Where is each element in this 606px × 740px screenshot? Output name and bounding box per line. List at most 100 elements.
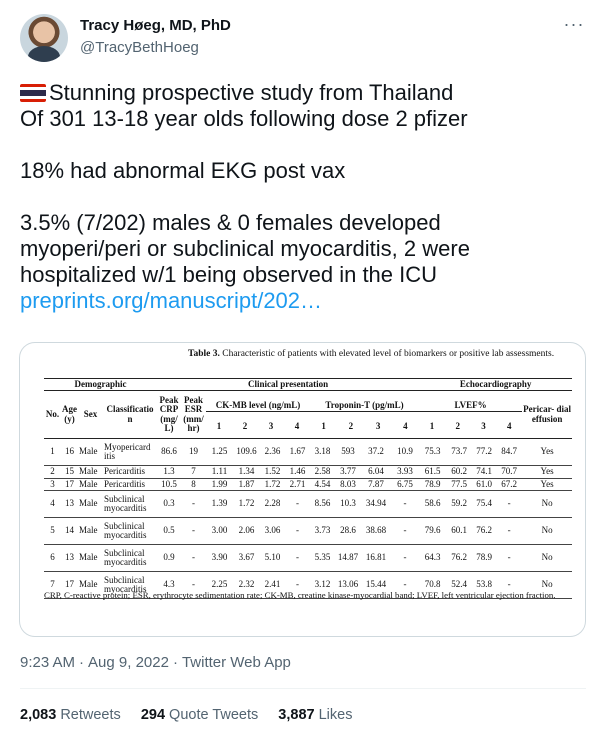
table-cell: No	[522, 544, 573, 572]
table-cell: 3.77	[335, 465, 361, 479]
table-cell: Yes	[522, 465, 573, 479]
table-cell: 10.9	[391, 438, 420, 466]
group-echo: Echocardiography	[419, 378, 573, 391]
tweet-line: Of 301 13-18 year olds following dose 2 …	[20, 106, 468, 131]
table-cell: 13	[61, 490, 78, 518]
retweets-stat[interactable]: 2,083 Retweets	[20, 707, 121, 723]
table-cell: 3.67	[233, 544, 260, 572]
avatar[interactable]	[20, 14, 68, 62]
table-cell: 14.87	[335, 544, 361, 572]
table-figure: Table 3. Characteristic of patients with…	[28, 343, 576, 636]
table-cell: 2.06	[233, 517, 260, 545]
table-cell: Subclinical myocarditis	[103, 544, 157, 572]
tweet-line: hospitalized w/1 being observed in the I…	[20, 262, 438, 287]
col-header: Classificatio n	[103, 390, 157, 439]
table-cell: 76.2	[446, 544, 473, 572]
table-row: 1 16 Male Myopericard itis 86.6 19 1.25 109.6 2.…	[44, 438, 573, 466]
table-cell: 14	[61, 517, 78, 545]
table-cell: -	[285, 490, 310, 518]
table-cell: 15.44	[361, 571, 391, 599]
table-cell: 53.8	[472, 571, 497, 599]
table-cell: 52.4	[446, 571, 473, 599]
table-cell: 7	[181, 465, 206, 479]
group-clinical: Clinical presentation	[157, 378, 420, 391]
table-row: 4 13 Male Subclinical myocarditis 0.3-1.39 1.…	[44, 490, 573, 518]
table-cell: 28.6	[335, 517, 361, 545]
table-cell: 64.3	[419, 544, 447, 572]
table-row: 2 15 Male Pericarditis 1.3 7 1.11 1.34 1.52 1.46 2…	[44, 465, 573, 479]
table-cell: 2.32	[233, 571, 260, 599]
table-cell: 38.68	[361, 517, 391, 545]
table-cell: 16	[61, 438, 78, 466]
table-cell: 4.54	[310, 478, 335, 491]
table-cell: -	[496, 544, 523, 572]
tweet-date[interactable]: Aug 9, 2022	[88, 654, 169, 671]
table-cell: 1.99	[206, 478, 233, 491]
table-cell: Male	[78, 478, 103, 491]
col-header: Pericar- dial effusion	[522, 390, 573, 439]
table-cell: 593	[335, 438, 361, 466]
table-cell: -	[285, 571, 310, 599]
author-name[interactable]: Tracy Høeg, MD, PhD	[80, 17, 231, 34]
tweet-source[interactable]: Twitter Web App	[181, 654, 291, 671]
table-cell: 67.2	[496, 478, 523, 491]
table-cell: -	[285, 544, 310, 572]
col-header: Peak ESR (mm/ hr)	[181, 390, 206, 439]
table-cell: -	[391, 490, 420, 518]
tweet-media-image[interactable]: Table 3. Characteristic of patients with…	[19, 342, 586, 637]
table-cell: 76.2	[472, 517, 497, 545]
more-horizontal-icon[interactable]: ···	[563, 14, 585, 34]
table-cell: 0.5	[157, 517, 181, 545]
table-cell: 78.9	[419, 478, 447, 491]
table-cell: No	[522, 571, 573, 599]
table-cell: -	[496, 490, 523, 518]
tweet-time[interactable]: 9:23 AM	[20, 654, 76, 671]
table-cell: 17	[61, 478, 78, 491]
table-cell: 2.28	[260, 490, 285, 518]
table-cell: -	[181, 517, 206, 545]
table-cell: 8	[181, 478, 206, 491]
table-cell: 4.3	[157, 571, 181, 599]
table-cell: 2.71	[285, 478, 310, 491]
table-cell: Pericarditis	[103, 478, 157, 491]
tweet-link[interactable]: preprints.org/manuscript/202…	[20, 288, 323, 313]
table-cell: 3.12	[310, 571, 335, 599]
col-header: Sex	[78, 390, 103, 439]
tweet-text: Stunning prospective study from Thailand…	[20, 80, 590, 314]
table-cell: 13	[61, 544, 78, 572]
table-cell: Subclinical myocarditis	[103, 490, 157, 518]
table-cell: 2	[44, 465, 61, 479]
table-cell: 5	[44, 517, 61, 545]
table-cell: Myopericard itis	[103, 438, 157, 466]
divider	[20, 688, 586, 689]
table-cell: 78.9	[472, 544, 497, 572]
table-cell: 79.6	[419, 517, 447, 545]
table-cell: 3.90	[206, 544, 233, 572]
data-table: Demographic Clinical presentation Echoca…	[44, 378, 573, 599]
table-cell: 16.81	[361, 544, 391, 572]
table-cell: 1.87	[233, 478, 260, 491]
author-handle[interactable]: @TracyBethHoeg	[80, 39, 199, 56]
quote-tweets-stat[interactable]: 294 Quote Tweets	[140, 707, 259, 723]
table-cell: -	[391, 517, 420, 545]
table-cell: 7	[44, 571, 61, 599]
col-header: Peak CRP (mg/ L)	[157, 390, 181, 439]
table-cell: 37.2	[361, 438, 391, 466]
table-cell: Pericarditis	[103, 465, 157, 479]
table-cell: Yes	[522, 438, 573, 466]
table-row: 5 14 Male Subclinical myocarditis 0.5-3.00 2.…	[44, 517, 573, 545]
table-cell: 59.2	[446, 490, 473, 518]
table-cell: 1.72	[233, 490, 260, 518]
table-cell: 73.7	[446, 438, 473, 466]
table-cell: Male	[78, 517, 103, 545]
table-cell: Male	[78, 490, 103, 518]
table-cell: 1.34	[233, 465, 260, 479]
likes-stat[interactable]: 3,887 Likes	[278, 707, 353, 723]
table-row: 3 17 Male Pericarditis 10.5 8 1.99 1.87 1.72 2.71…	[44, 478, 573, 491]
table-cell: No	[522, 517, 573, 545]
col-header: No.	[44, 390, 61, 439]
table-cell: 10.5	[157, 478, 181, 491]
table-cell: 3.93	[391, 465, 420, 479]
table-cell: -	[496, 571, 523, 599]
table-cell: 61.5	[419, 465, 447, 479]
